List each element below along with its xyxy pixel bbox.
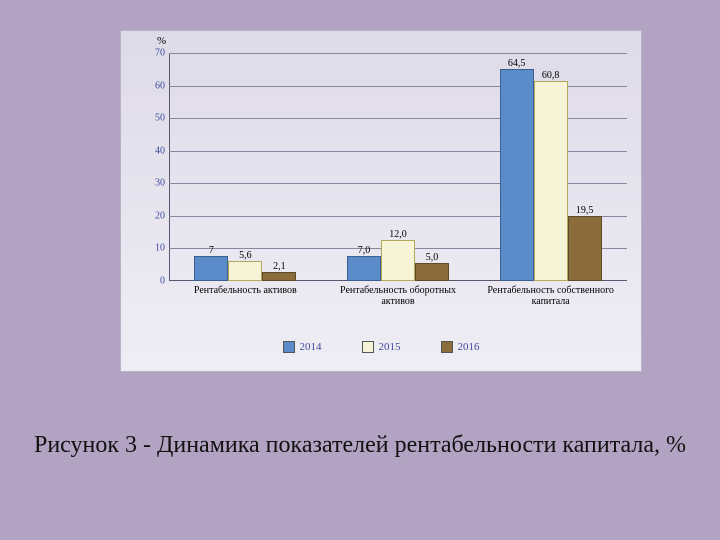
legend-swatch-2016 [441, 341, 453, 353]
chart-plot-area: 01020304050607075,62,1Рентабельность акт… [169, 53, 627, 281]
y-tick-label: 10 [155, 243, 165, 254]
bar-value-label: 5,0 [426, 252, 439, 263]
bar-value-label: 5,6 [239, 250, 252, 261]
bar-value-label: 7,0 [358, 245, 371, 256]
bar-2014: 7,0 [347, 256, 381, 281]
y-axis-unit: % [157, 35, 166, 47]
category-label: Рентабельность собственногокапитала [474, 285, 627, 307]
y-tick-label: 60 [155, 80, 165, 91]
category-label: Рентабельность оборотныхактивов [322, 285, 475, 307]
y-tick-label: 70 [155, 48, 165, 59]
bar-value-label: 64,5 [508, 58, 526, 69]
bar-2015: 12,0 [381, 240, 415, 281]
chart-card: % 01020304050607075,62,1Рентабельность а… [120, 30, 642, 372]
bar-2016: 19,5 [568, 216, 602, 282]
legend-label: 2014 [300, 341, 322, 353]
bar-2016: 2,1 [262, 272, 296, 281]
y-tick-label: 0 [160, 276, 165, 287]
bar-2015: 5,6 [228, 261, 262, 281]
legend-label: 2015 [379, 341, 401, 353]
bar-2016: 5,0 [415, 263, 449, 281]
bar-2014: 64,5 [500, 69, 534, 281]
chart-legend: 2014 2015 2016 [121, 341, 641, 353]
bar-value-label: 60,8 [542, 70, 560, 81]
y-tick-label: 20 [155, 210, 165, 221]
legend-item-2015: 2015 [362, 341, 401, 353]
legend-label: 2016 [458, 341, 480, 353]
bar-value-label: 12,0 [389, 229, 407, 240]
legend-swatch-2015 [362, 341, 374, 353]
legend-item-2014: 2014 [283, 341, 322, 353]
bar-value-label: 2,1 [273, 261, 286, 272]
legend-swatch-2014 [283, 341, 295, 353]
category-label: Рентабельность активов [169, 285, 322, 296]
bar-value-label: 7 [209, 245, 214, 256]
y-axis [169, 53, 170, 281]
y-tick-label: 40 [155, 145, 165, 156]
legend-item-2016: 2016 [441, 341, 480, 353]
bar-2014: 7 [194, 256, 228, 281]
grid-line [169, 53, 627, 54]
bar-value-label: 19,5 [576, 205, 594, 216]
y-tick-label: 30 [155, 178, 165, 189]
y-tick-label: 50 [155, 113, 165, 124]
slide: % 01020304050607075,62,1Рентабельность а… [0, 0, 720, 540]
bar-2015: 60,8 [534, 81, 568, 281]
figure-caption: Рисунок 3 - Динамика показателей рентабе… [0, 430, 720, 461]
